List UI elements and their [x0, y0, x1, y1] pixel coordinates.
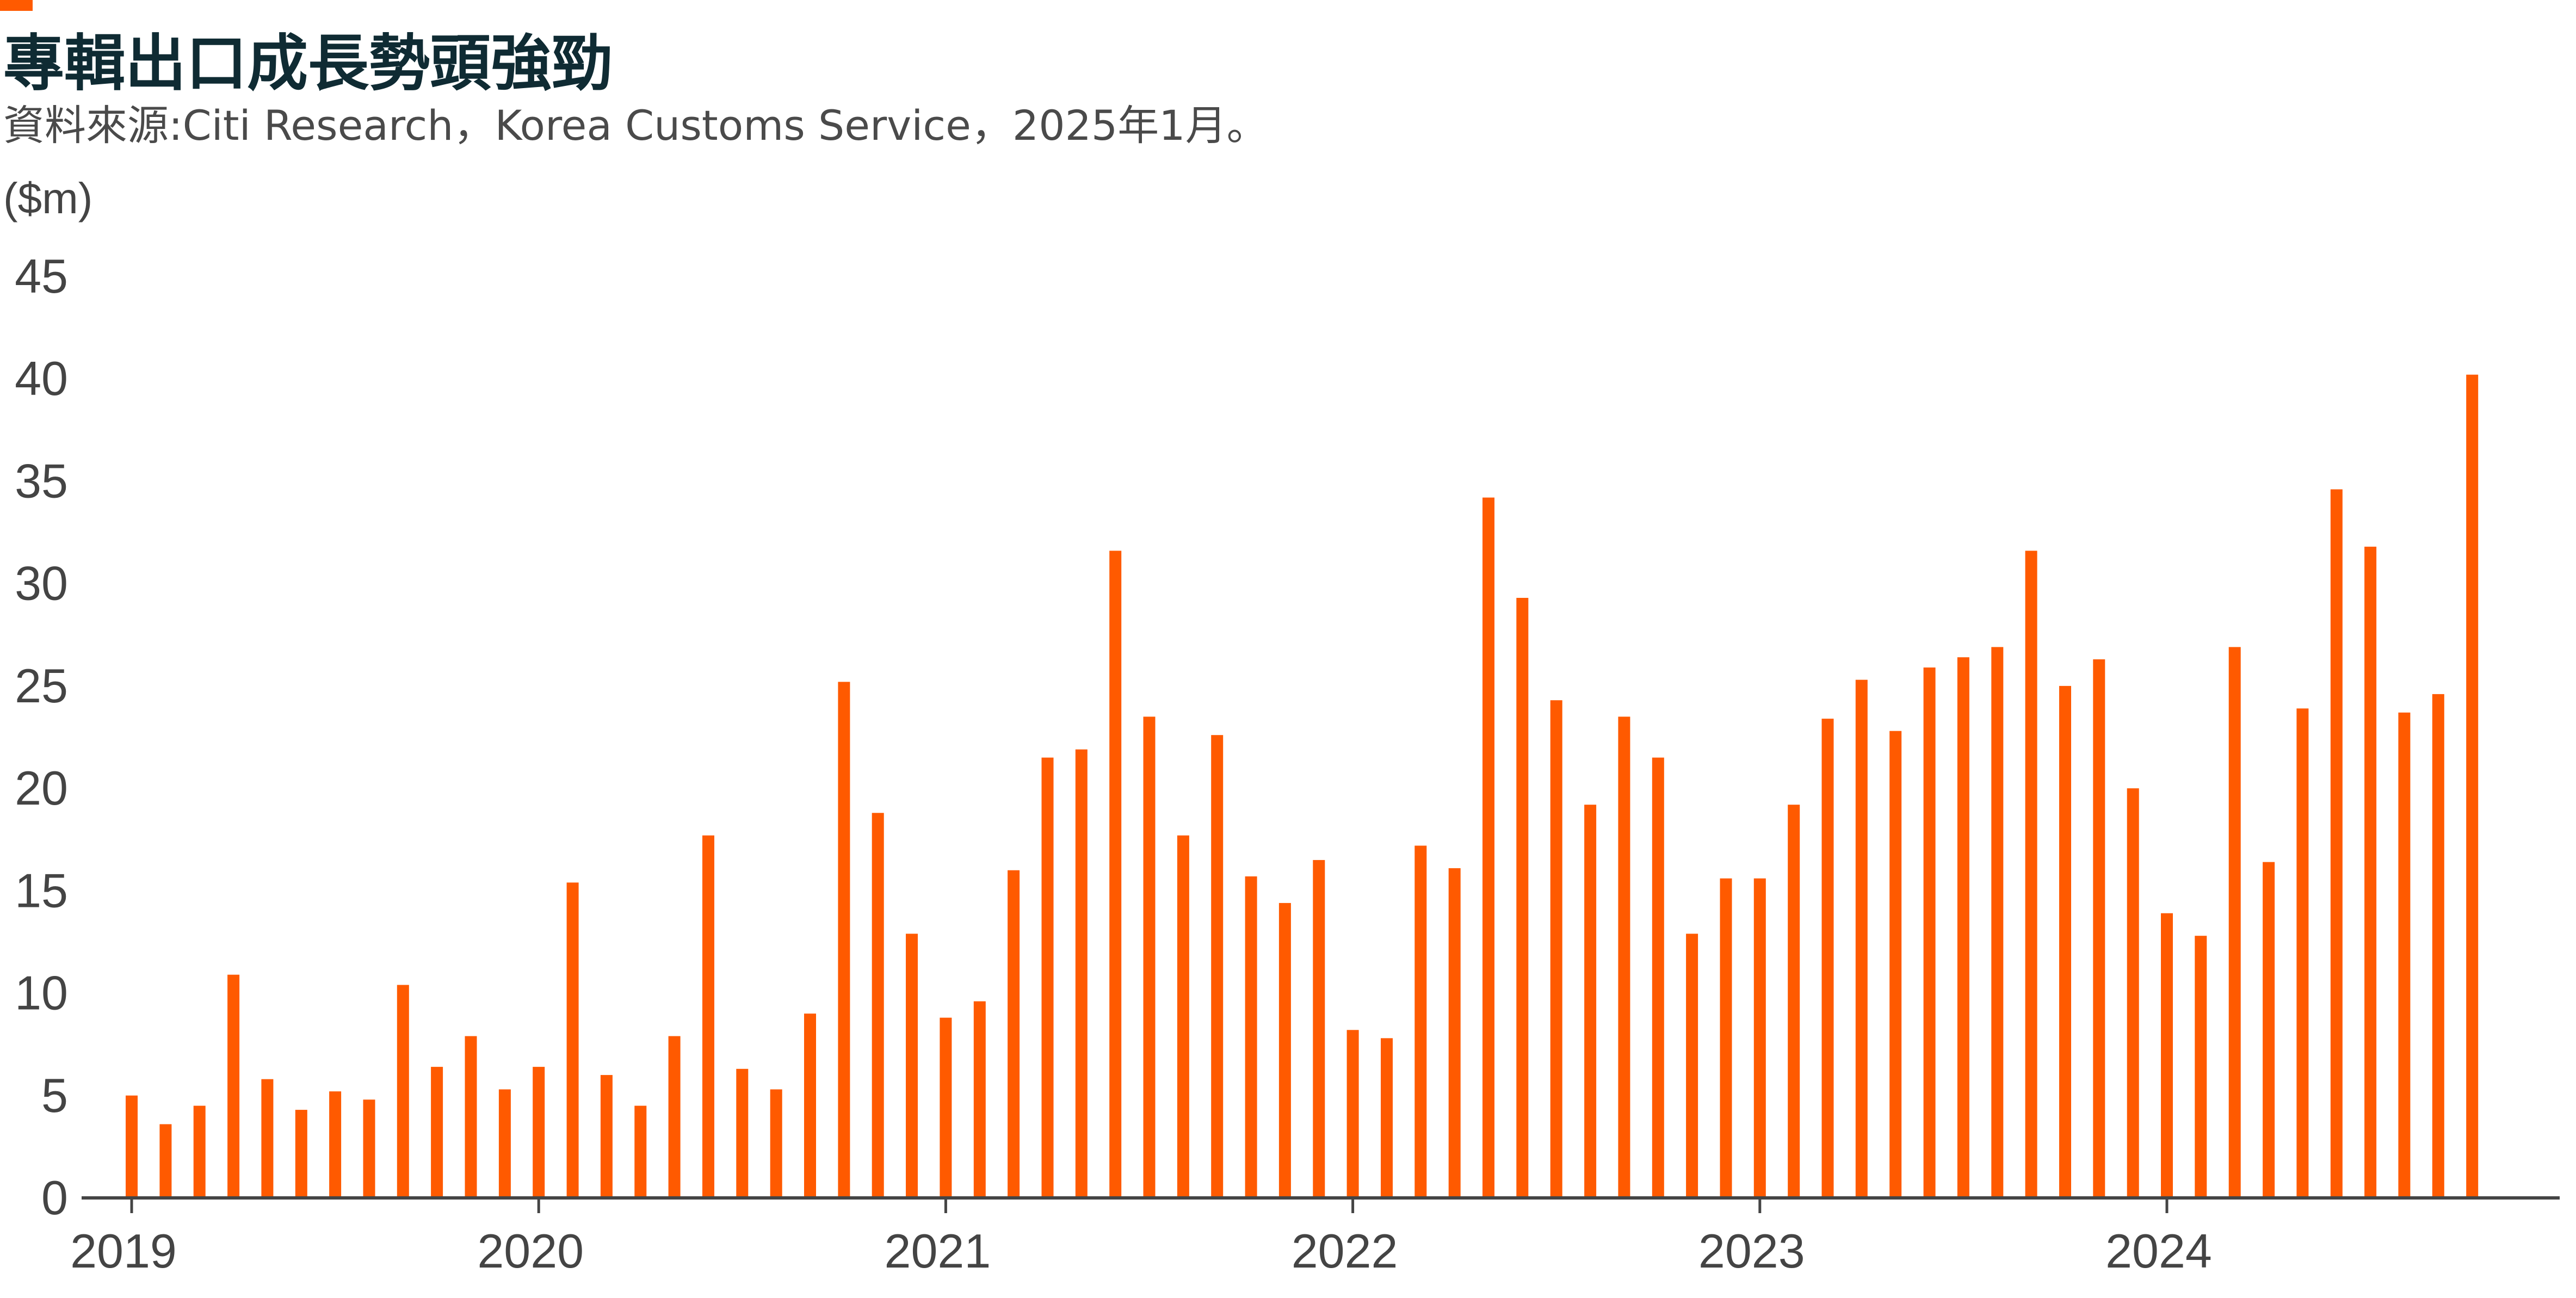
bar	[1008, 870, 1020, 1198]
y-tick-label: 35	[15, 454, 68, 508]
x-tick-label: 2022	[1292, 1224, 1398, 1278]
bar	[1821, 719, 1834, 1198]
y-tick-label: 20	[15, 761, 68, 815]
bar	[1516, 598, 1529, 1198]
bar	[1720, 878, 1732, 1198]
bar	[1211, 735, 1224, 1198]
bar	[770, 1089, 782, 1198]
bar	[1855, 679, 1868, 1198]
bar	[329, 1091, 342, 1198]
bar	[1143, 716, 1156, 1198]
bar	[2025, 551, 2037, 1198]
bar	[363, 1099, 375, 1198]
bar	[1788, 805, 1800, 1198]
bar	[2466, 374, 2479, 1198]
bar	[295, 1110, 307, 1198]
x-tick-label: 2023	[1698, 1224, 1805, 1278]
y-axis-ticks: 0 5 10 15 20 25 30 35 40 45	[15, 249, 68, 1225]
chart-source: 資料來源:Citi Research，Korea Customs Service…	[3, 101, 1268, 150]
bar	[1346, 1030, 1359, 1198]
bar	[1889, 731, 1902, 1198]
bar	[2330, 489, 2343, 1198]
accent-mark	[0, 0, 33, 11]
y-tick-label: 40	[15, 351, 68, 405]
bar	[702, 835, 714, 1198]
bar	[1109, 551, 1122, 1198]
bar	[2195, 936, 2207, 1198]
x-tick-label: 2021	[885, 1224, 991, 1278]
bar	[668, 1036, 681, 1198]
bar	[2432, 694, 2444, 1198]
y-tick-label: 0	[41, 1171, 68, 1225]
x-axis-ticks: 2019 2020 2021 2022 2023 2024	[70, 1198, 2212, 1278]
bar	[736, 1068, 749, 1198]
bar	[1313, 860, 1325, 1198]
x-tick-label: 2024	[2105, 1224, 2212, 1278]
bar	[1177, 835, 1189, 1198]
bar	[804, 1013, 816, 1198]
bar	[1381, 1038, 1393, 1198]
bar-series	[126, 374, 2479, 1198]
bar	[227, 974, 240, 1198]
bar	[1041, 757, 1054, 1198]
x-tick-label: 2020	[477, 1224, 584, 1278]
bar	[838, 682, 850, 1198]
bar	[566, 882, 579, 1198]
bar	[1414, 845, 1427, 1198]
bar	[1075, 749, 1088, 1198]
bar	[159, 1124, 172, 1198]
bar	[2228, 647, 2241, 1198]
bar	[906, 934, 918, 1198]
bar	[2059, 685, 2071, 1198]
bar	[2398, 712, 2411, 1198]
bar	[940, 1017, 952, 1198]
y-tick-label: 25	[15, 659, 68, 713]
bar	[1618, 716, 1630, 1198]
y-tick-label: 10	[15, 966, 68, 1020]
bar	[1584, 805, 1597, 1198]
bar	[1245, 876, 1257, 1198]
bar	[872, 813, 884, 1198]
bar	[1957, 657, 1969, 1198]
bar	[1923, 667, 1936, 1198]
bar	[431, 1067, 443, 1198]
bar	[634, 1105, 647, 1198]
x-tick-label: 2019	[70, 1224, 177, 1278]
bar	[2296, 708, 2309, 1198]
bar	[193, 1105, 206, 1198]
bar	[2127, 788, 2139, 1198]
bar	[2161, 913, 2173, 1198]
bar	[397, 985, 409, 1198]
y-tick-label: 15	[15, 863, 68, 917]
bar	[1652, 757, 1664, 1198]
bar	[600, 1075, 613, 1198]
y-tick-label: 30	[15, 557, 68, 610]
bar	[533, 1067, 545, 1198]
bar	[973, 1001, 986, 1198]
bar	[1753, 878, 1766, 1198]
bar	[465, 1036, 477, 1198]
bar	[261, 1079, 274, 1198]
bar	[498, 1089, 511, 1198]
bar	[2263, 862, 2275, 1198]
bar	[2364, 546, 2377, 1198]
bar	[1686, 934, 1698, 1198]
bar	[1448, 868, 1461, 1198]
bar	[1550, 700, 1562, 1198]
chart-title: 專輯出口成長勢頭強勁	[3, 28, 613, 99]
y-axis-unit-label: ($m)	[3, 174, 93, 222]
bar	[1991, 647, 2004, 1198]
bar	[2093, 659, 2105, 1198]
bar	[1482, 497, 1494, 1198]
bar	[1278, 903, 1291, 1198]
y-tick-label: 45	[15, 249, 68, 303]
bar	[126, 1095, 138, 1198]
y-tick-label: 5	[41, 1068, 68, 1122]
